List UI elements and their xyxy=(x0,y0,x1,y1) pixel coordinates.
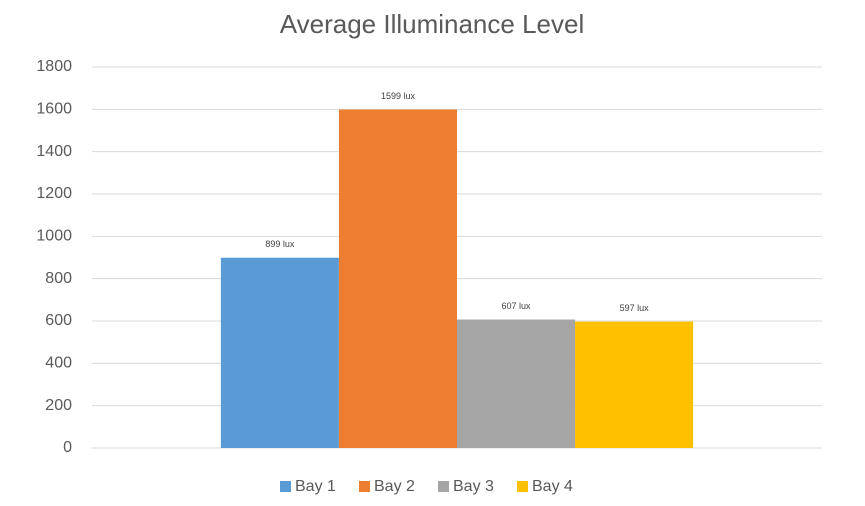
data-label: 607 lux xyxy=(502,301,532,311)
bar xyxy=(457,319,576,448)
bar xyxy=(338,109,457,449)
legend-label: Bay 2 xyxy=(374,478,415,495)
legend-label: Bay 4 xyxy=(532,478,573,495)
y-tick-label: 400 xyxy=(45,355,72,372)
y-tick-label: 1400 xyxy=(36,143,72,160)
bar xyxy=(575,321,694,448)
y-tick-label: 0 xyxy=(63,439,72,456)
legend-swatch xyxy=(438,481,449,492)
y-tick-label: 1200 xyxy=(36,185,72,202)
chart-title: Average Illuminance Level xyxy=(280,9,584,39)
legend-swatch xyxy=(359,481,370,492)
data-label: 597 lux xyxy=(620,303,650,313)
legend-swatch xyxy=(280,481,291,492)
y-tick-label: 1600 xyxy=(36,101,72,118)
bar xyxy=(220,257,339,448)
data-label: 1599 lux xyxy=(381,91,416,101)
legend-swatch xyxy=(517,481,528,492)
y-tick-label: 600 xyxy=(45,312,72,329)
y-tick-label: 200 xyxy=(45,397,72,414)
legend-label: Bay 3 xyxy=(453,478,494,495)
y-tick-label: 1800 xyxy=(36,58,72,75)
data-label: 899 lux xyxy=(265,239,295,249)
y-tick-label: 800 xyxy=(45,270,72,287)
legend-label: Bay 1 xyxy=(295,478,336,495)
y-tick-label: 1000 xyxy=(36,228,72,245)
